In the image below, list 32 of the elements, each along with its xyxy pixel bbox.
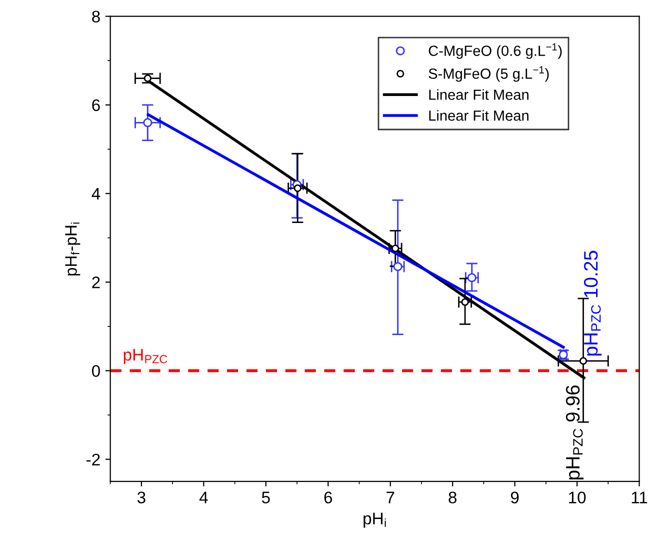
point <box>143 118 152 128</box>
x-tick-label: 7 <box>386 492 394 504</box>
x-tick-label: 6 <box>324 492 332 504</box>
annotation: pH$_{PZC}$ 9.96 <box>566 385 584 480</box>
legend-label: C-MgFeO (0.6 g.L$^{−1}$) <box>428 43 562 59</box>
point <box>579 357 588 365</box>
legend-label: S-MgFeO (5 g.L$^{−1}$) <box>428 66 549 82</box>
x-axis-title: pH$_{i}$ <box>364 512 386 528</box>
point <box>461 298 469 306</box>
point <box>294 184 302 192</box>
y-tick-label: 4 <box>92 188 100 200</box>
y-tick-label: 0 <box>92 365 100 377</box>
annotation: pH$_{PZC}$ 10.25 <box>584 250 602 356</box>
y-tick-label: 8 <box>92 10 100 23</box>
x-tick-label: 4 <box>199 492 208 504</box>
legend-label: Linear Fit Mean <box>429 110 528 121</box>
y-axis-title: pH$_{f}$-pH$_{i}$ <box>65 222 80 276</box>
x-tick-label: 3 <box>137 492 146 504</box>
x-tick-label: 11 <box>632 492 648 504</box>
y-tick-label: -2 <box>86 454 100 466</box>
point <box>467 273 476 282</box>
x-tick-label: 9 <box>510 492 519 504</box>
x-tick-label: 5 <box>262 492 270 504</box>
y-tick-label: 6 <box>92 99 100 112</box>
point <box>392 244 400 252</box>
ref-line-label: pH$_{PZC}$ <box>124 349 168 364</box>
legend-label: Linear Fit Mean <box>429 89 528 100</box>
point <box>144 74 152 82</box>
y-tick-label: 2 <box>92 276 100 288</box>
x-tick-label: 10 <box>569 492 586 504</box>
x-tick-label: 8 <box>448 492 456 504</box>
point <box>393 262 402 272</box>
